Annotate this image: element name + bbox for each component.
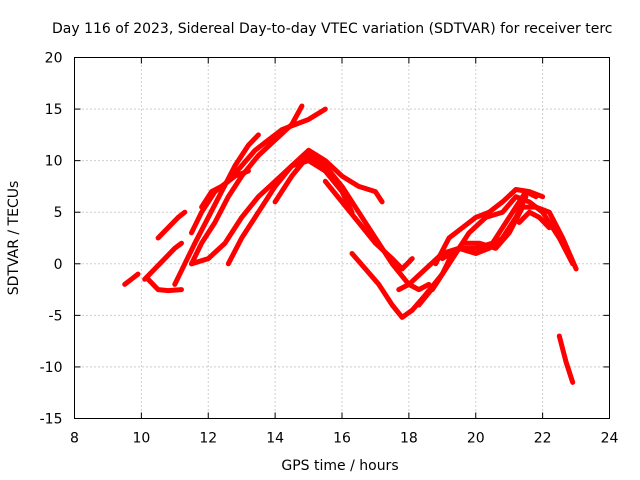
- y-tick-label: 20: [45, 51, 63, 67]
- x-tick-label: 14: [266, 431, 284, 447]
- series-line-s17: [433, 187, 546, 267]
- y-tick-label: 5: [54, 205, 63, 221]
- series-line-s3: [145, 276, 184, 294]
- y-tick-label: -5: [49, 308, 63, 324]
- chart-title: Day 116 of 2023, Sidereal Day-to-day VTE…: [52, 21, 612, 37]
- series-line-s12: [322, 178, 415, 272]
- series-group: [122, 103, 579, 385]
- series-line-s14: [396, 189, 539, 293]
- series-line-s10: [225, 147, 385, 267]
- x-tick-label: 8: [70, 431, 79, 447]
- x-tick-label: 24: [601, 431, 619, 447]
- x-tick-label: 22: [534, 431, 552, 447]
- x-tick-labels: 8 10 12 14 16 18 20 22 24: [70, 431, 618, 447]
- y-tick-label: -15: [40, 412, 63, 428]
- series-line-s2: [142, 240, 184, 282]
- y-tick-label: 10: [45, 154, 63, 170]
- x-tick-label: 18: [400, 431, 418, 447]
- series-line-s1: [122, 271, 141, 287]
- series-line-s9: [189, 158, 355, 267]
- y-axis-label: SDTVAR / TECUs: [6, 181, 22, 296]
- grid-lines: [74, 57, 610, 419]
- series-line-s4: [155, 209, 188, 241]
- x-tick-label: 10: [132, 431, 150, 447]
- x-axis-label: GPS time / hours: [281, 458, 398, 474]
- y-tick-labels: -15 -10 -5 0 5 10 15 20: [40, 51, 63, 428]
- series-line-s6: [189, 106, 328, 236]
- series-line-s5: [172, 132, 261, 287]
- series-line-s20: [556, 333, 576, 385]
- y-tick-label: 0: [54, 257, 63, 273]
- series-line-s19: [516, 209, 552, 231]
- series-line-s18: [439, 194, 529, 262]
- y-tick-label: -10: [40, 360, 63, 376]
- y-tick-label: 15: [45, 102, 63, 118]
- series-line-s8: [199, 168, 251, 210]
- axis-ticks: [74, 57, 610, 419]
- x-tick-label: 20: [467, 431, 485, 447]
- series-line-s11: [272, 153, 432, 293]
- x-tick-label: 16: [333, 431, 351, 447]
- x-tick-label: 12: [199, 431, 217, 447]
